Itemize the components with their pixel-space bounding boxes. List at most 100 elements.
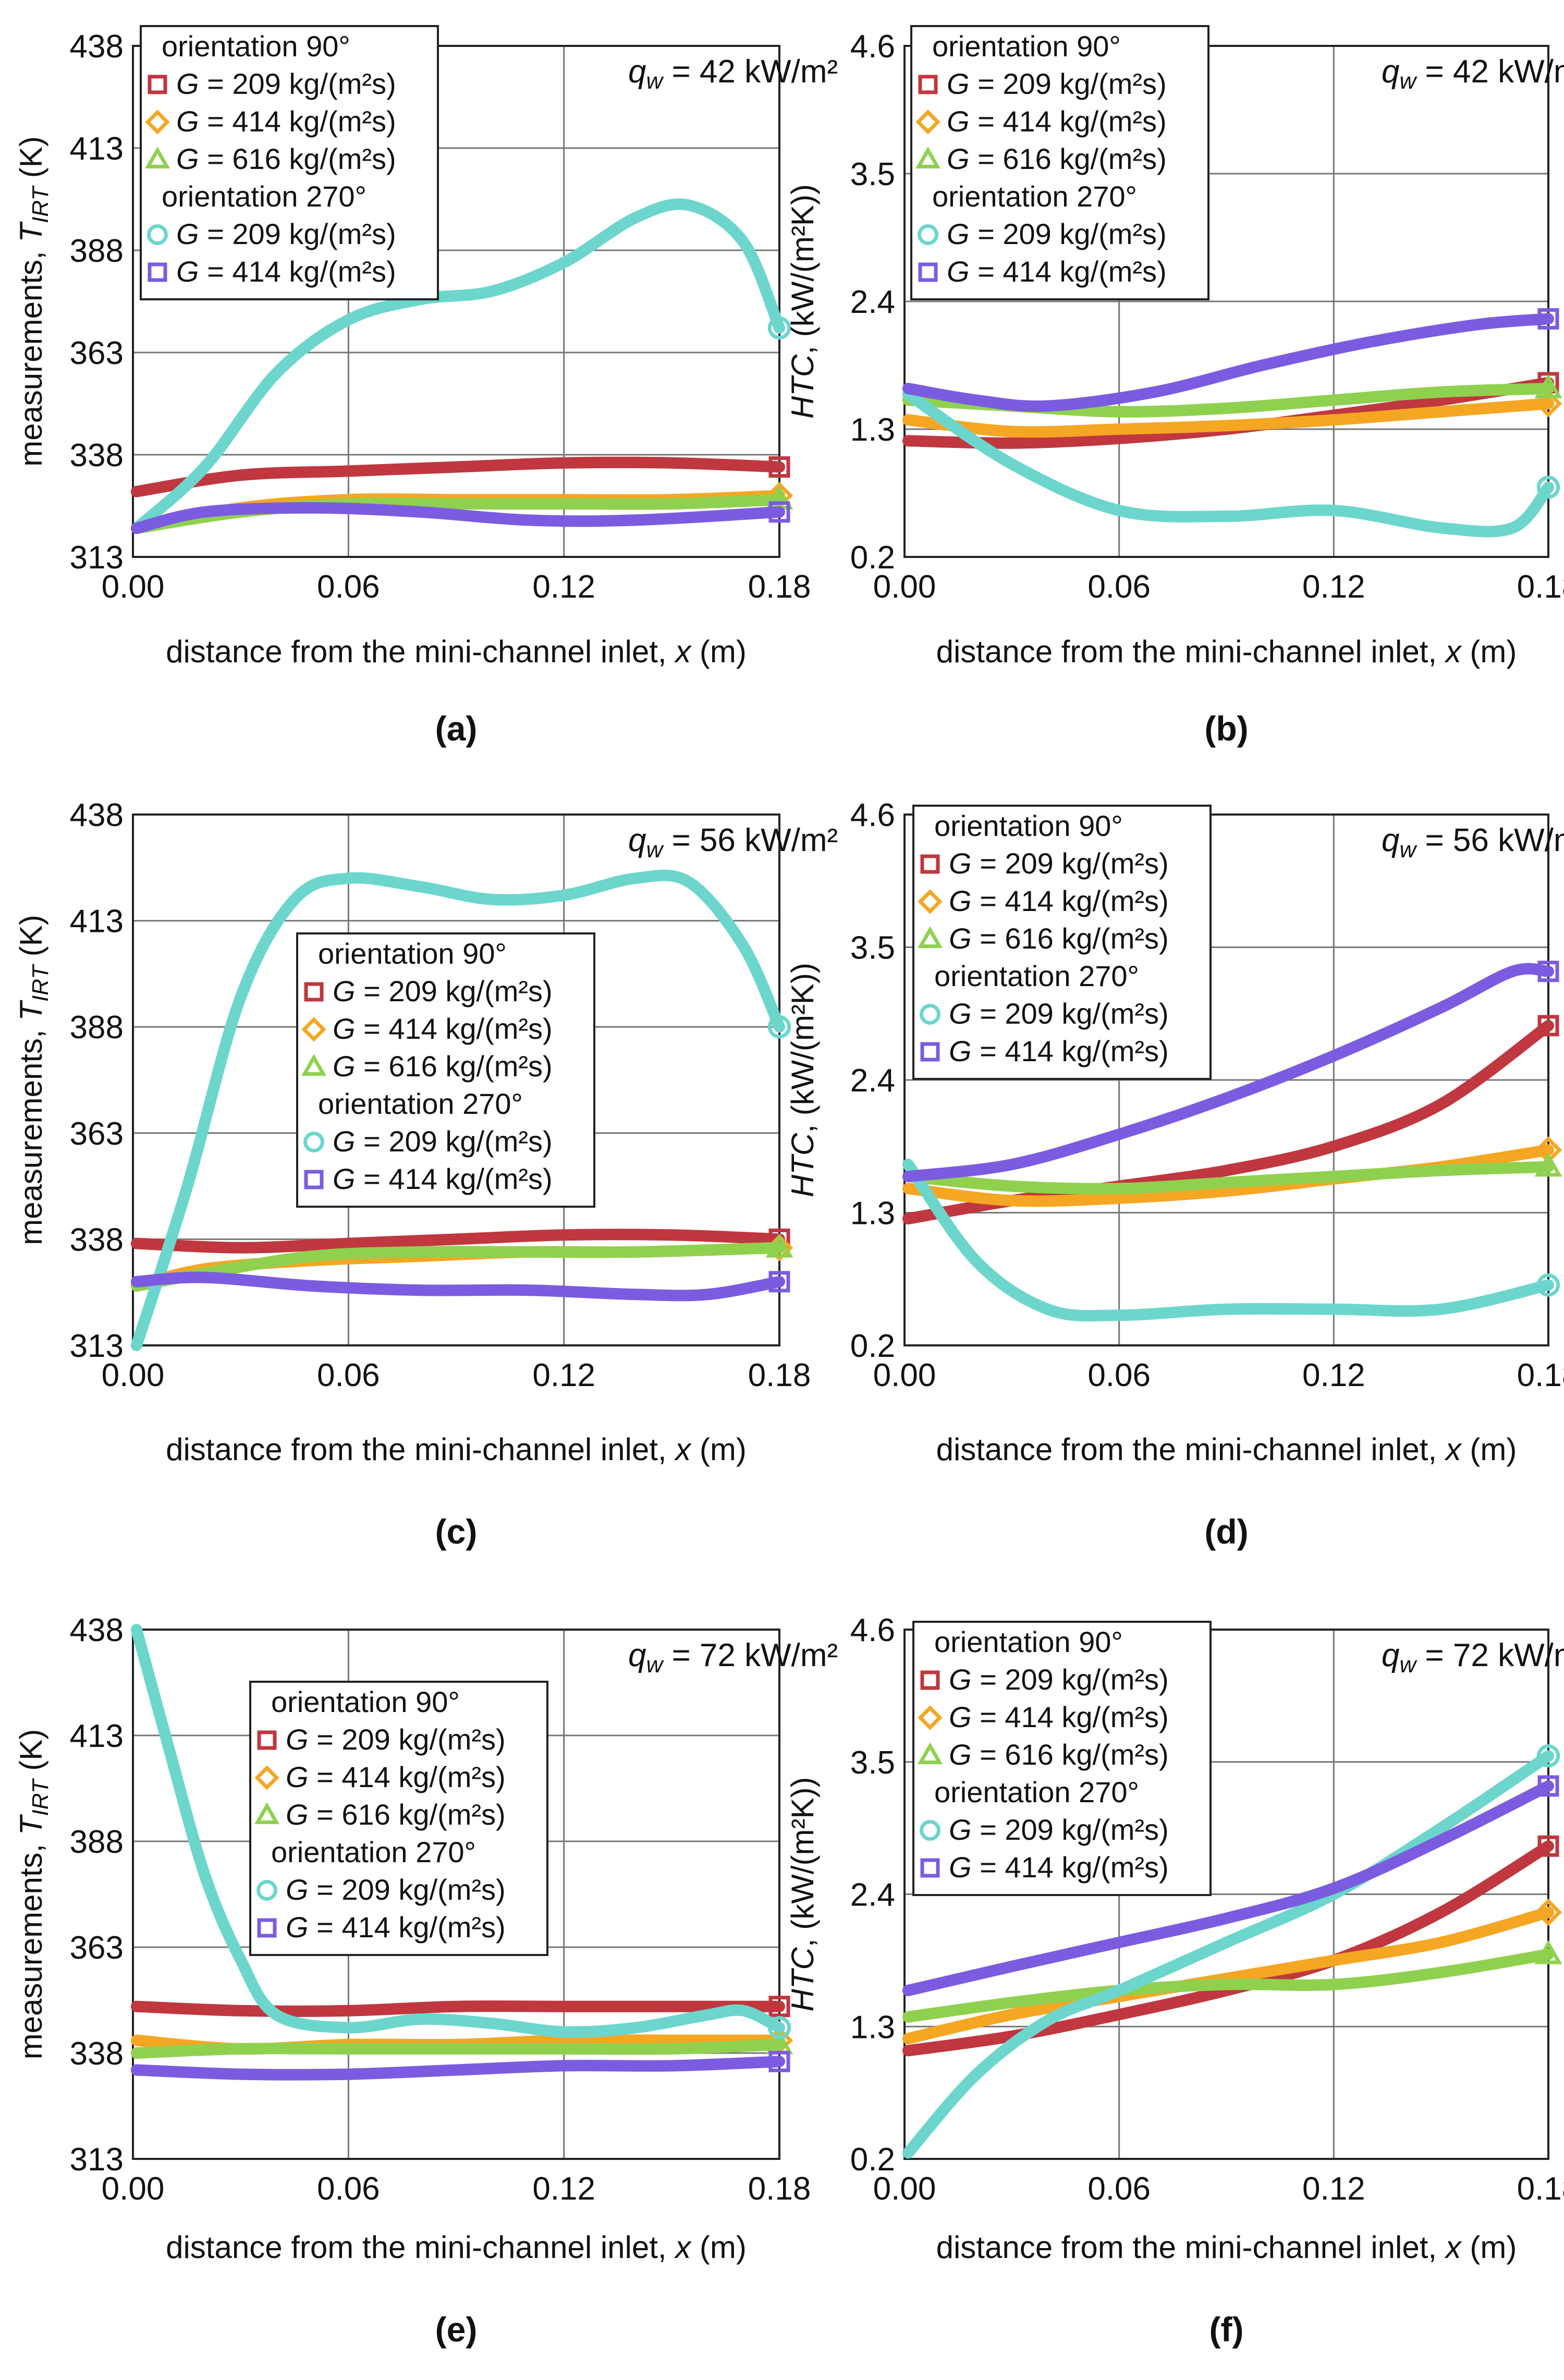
legend-marker-G209_90	[304, 982, 324, 1002]
series-endpoint-G414_270	[768, 501, 790, 523]
legend-group-90: orientation 90°	[934, 809, 1123, 842]
y-axis-title: HTC, (kW/(m²K))	[785, 184, 820, 419]
y-tick-label: 0.2	[850, 540, 895, 576]
legend: orientation 90° G = 209 kg/(m²s) G = 414 k…	[912, 1621, 1212, 1896]
legend-entry-G209_270: G = 209 kg/(m²s)	[947, 217, 1167, 250]
x-axis-title: distance from the mini-channel inlet, x …	[166, 634, 747, 669]
y-tick-label: 2.4	[850, 1063, 895, 1099]
panel-c: 0.00 0.06 0.12 0.18 313 338 363 388 413 438 distan…	[14, 797, 838, 1551]
series-line-G209_90	[130, 456, 785, 497]
x-tick-label: 0.00	[873, 2171, 936, 2207]
x-axis-title: distance from the mini-channel inlet, x …	[936, 2230, 1517, 2265]
x-tick-label: 0.06	[317, 2171, 380, 2207]
legend-marker-G414_270	[920, 1858, 940, 1878]
y-tick-label: 313	[70, 1328, 124, 1364]
x-tick-label: 0.06	[1088, 569, 1151, 605]
y-tick-label: 438	[70, 29, 124, 65]
legend-marker-G209_270	[918, 224, 938, 245]
plot-frame	[132, 45, 780, 558]
series-line-G414_270	[902, 313, 1554, 412]
legend-entry-G616_90: G = 616 kg/(m²s)	[286, 1798, 506, 1831]
series-line-G209_270	[902, 1159, 1554, 1322]
legend-group-270: orientation 270°	[932, 180, 1137, 213]
legend-marker-G209_90	[920, 1670, 940, 1690]
panel-label: (b)	[1204, 709, 1248, 748]
series-endpoint-G616_90	[765, 1233, 793, 1258]
series-endpoint-G414_270	[1537, 308, 1559, 330]
x-tick-label: 0.18	[1517, 569, 1564, 605]
series-line-G414_90	[902, 1907, 1554, 2045]
series-line-G616_90	[130, 1242, 785, 1292]
series-line-G414_270	[130, 502, 785, 535]
y-axis-title: HTC, (kW/(m²K))	[785, 963, 820, 1197]
legend-marker-G616_90	[254, 1802, 280, 1824]
y-tick-label: 363	[70, 1116, 124, 1152]
panel-label: (a)	[435, 709, 478, 748]
series-line-G209_90	[130, 1229, 785, 1254]
panel-b: 0.00 0.06 0.12 0.18 0.2 1.3 2.4 3.5 4.6 distance …	[785, 25, 1564, 748]
legend-entry-G414_270: G = 414 kg/(m²s)	[947, 255, 1167, 288]
series-endpoint-G209_270	[767, 2016, 791, 2039]
series-line-G414_90	[902, 398, 1554, 438]
legend-entry-G616_90: G = 616 kg/(m²s)	[333, 1050, 553, 1083]
legend-box	[140, 25, 439, 300]
legend-marker-G414_270	[918, 262, 938, 282]
legend-entry-G414_90: G = 414 kg/(m²s)	[947, 105, 1167, 138]
y-tick-label: 338	[70, 438, 124, 473]
series-line-G209_270	[130, 869, 785, 1351]
y-tick-label: 2.4	[850, 284, 895, 320]
legend-marker-G414_90	[915, 110, 940, 135]
legend-marker-G209_90	[148, 75, 167, 94]
x-tick-label: 0.06	[317, 1357, 380, 1393]
legend-box	[296, 932, 595, 1208]
legend-entry-G616_90: G = 616 kg/(m²s)	[176, 142, 396, 175]
series-endpoint-G414_90	[1534, 1898, 1562, 1926]
series-group	[130, 1624, 793, 2081]
x-tick-label: 0.12	[532, 569, 595, 605]
y-tick-label: 4.6	[850, 1612, 895, 1648]
y-tick-label: 388	[70, 1824, 124, 1860]
y-tick-label: 3.5	[850, 1745, 895, 1781]
legend-marker-G414_270	[148, 262, 167, 282]
x-tick-label: 0.18	[748, 1357, 811, 1393]
y-axis-title: measurements, TIRT (K)	[14, 1729, 53, 2060]
heat-flux-label: qw = 42 kW/m²	[1382, 54, 1564, 94]
legend-entry-G414_270: G = 414 kg/(m²s)	[333, 1162, 553, 1195]
y-tick-label: 4.6	[850, 29, 895, 65]
panel-d: 0.00 0.06 0.12 0.18 0.2 1.3 2.4 3.5 4.6 distance …	[785, 797, 1564, 1551]
y-tick-label: 3.5	[850, 930, 895, 966]
legend-box	[912, 1621, 1212, 1896]
legend-group-90: orientation 90°	[934, 1625, 1123, 1658]
plot-frame	[903, 813, 1549, 1346]
legend-entry-G209_90: G = 209 kg/(m²s)	[333, 975, 553, 1007]
series-line-G209_270	[130, 198, 785, 535]
x-axis-title: distance from the mini-channel inlet, x …	[936, 1432, 1517, 1467]
series-endpoint-G209_90	[768, 456, 790, 478]
x-tick-label: 0.12	[1302, 1357, 1365, 1393]
y-tick-label: 313	[70, 540, 124, 576]
legend-marker-G414_90	[301, 1017, 326, 1042]
series-endpoint-G414_270	[1537, 961, 1559, 982]
y-tick-label: 4.6	[850, 797, 895, 833]
series-group	[902, 1744, 1562, 2159]
legend-marker-G616_90	[917, 1742, 943, 1764]
series-endpoint-G414_90	[1534, 1136, 1562, 1164]
x-tick-label: 0.06	[1088, 1357, 1151, 1393]
legend-marker-G209_90	[257, 1730, 277, 1750]
legend-entry-G209_90: G = 209 kg/(m²s)	[947, 67, 1167, 100]
legend-group-270: orientation 270°	[934, 1776, 1139, 1808]
x-tick-label: 0.00	[873, 1357, 936, 1393]
legend-group-90: orientation 90°	[271, 1685, 460, 1718]
legend-entry-G414_90: G = 414 kg/(m²s)	[333, 1012, 553, 1045]
panel-e: 0.00 0.06 0.12 0.18 313 338 363 388 413 438 distan…	[14, 1612, 838, 2349]
x-tick-label: 0.06	[1088, 2171, 1151, 2207]
legend-entry-G414_90: G = 414 kg/(m²s)	[949, 1701, 1169, 1733]
y-tick-label: 313	[70, 2142, 124, 2178]
panel-f: 0.00 0.06 0.12 0.18 0.2 1.3 2.4 3.5 4.6 distance …	[785, 1612, 1564, 2349]
series-line-G209_270	[902, 388, 1554, 538]
x-axis-title: distance from the mini-channel inlet, x …	[936, 634, 1517, 669]
legend-entry-G209_270: G = 209 kg/(m²s)	[176, 217, 396, 250]
legend-marker-G414_90	[145, 110, 170, 135]
series-line-G209_270	[130, 1624, 785, 2038]
y-tick-label: 1.3	[850, 2009, 895, 2045]
